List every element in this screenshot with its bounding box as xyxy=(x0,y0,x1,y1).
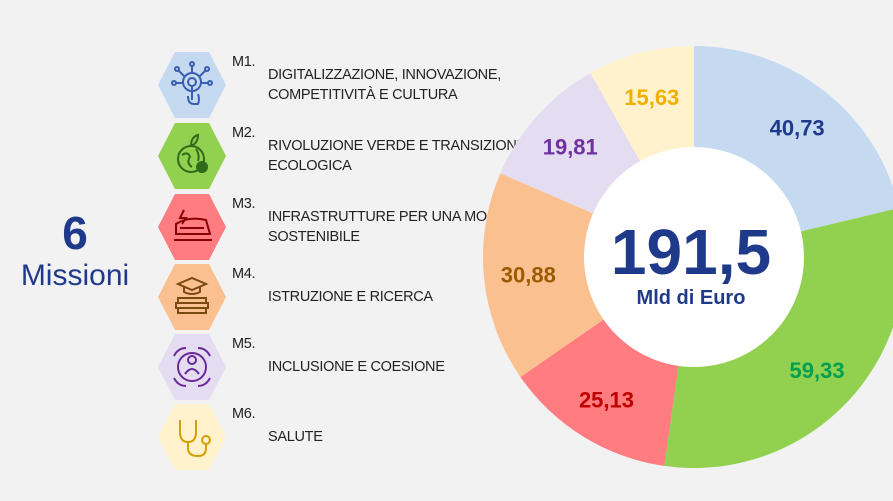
mission-label: ISTRUZIONE E RICERCA xyxy=(268,289,433,305)
slice-value-label: 59,33 xyxy=(790,358,845,383)
slice-value-label: 19,81 xyxy=(543,135,598,160)
mission-m5: M5. INCLUSIONE E COESIONE xyxy=(158,334,538,400)
slice-value-label: 30,88 xyxy=(501,262,556,287)
donut-slice-3 xyxy=(520,318,679,466)
donut-center xyxy=(584,147,804,367)
mission-label: SALUTE xyxy=(268,429,323,445)
mission-code: M6. xyxy=(232,406,256,422)
mission-m3: M3. INFRASTRUTTURE PER UNA MOBILITÀ SOST… xyxy=(158,194,538,260)
mission-code: M4. xyxy=(232,266,256,282)
mission-code: M1. xyxy=(232,54,256,70)
mission-label: DIGITALIZZAZIONE, INNOVAZIONE, COMPETITI… xyxy=(268,67,501,103)
mission-label: INFRASTRUTTURE PER UNA MOBILITÀ SOSTENIB… xyxy=(268,209,530,245)
mission-m4: M4. ISTRUZIONE E RICERCA xyxy=(158,264,538,330)
donut-slice-1 xyxy=(694,46,893,232)
center-total-value: 191,5 xyxy=(611,216,771,288)
donut-slice-6 xyxy=(590,46,694,163)
center-unit-label: Mld di Euro xyxy=(637,287,746,309)
mission-m1: M1. DIGITALIZZAZIONE, INNOVAZIONE, COMPE… xyxy=(158,52,538,118)
donut-slice-2 xyxy=(664,209,893,468)
missions-heading: 6 Missioni xyxy=(6,208,144,294)
mission-label: INCLUSIONE E COESIONE xyxy=(268,359,445,375)
mission-code: M3. xyxy=(232,196,256,212)
mission-code: M2. xyxy=(232,125,256,141)
mission-m6: M6. SALUTE xyxy=(158,404,538,470)
mission-label: RIVOLUZIONE VERDE E TRANSIZIONE ECOLOGIC… xyxy=(268,138,526,174)
missions-word: Missioni xyxy=(20,259,130,292)
donut-labels: 40,73 59,33 25,13 30,88 19,81 15,63 xyxy=(501,85,845,413)
slice-value-label: 40,73 xyxy=(770,115,825,140)
donut-slices xyxy=(482,46,893,468)
donut-slice-5 xyxy=(500,73,642,215)
donut-slice-4 xyxy=(482,173,606,378)
slice-value-label: 25,13 xyxy=(579,388,634,413)
mission-code: M5. xyxy=(232,336,256,352)
mission-m2: M2. RIVOLUZIONE VERDE E TRANSIZIONE ECOL… xyxy=(158,123,538,189)
missions-count: 6 xyxy=(62,207,88,259)
slice-value-label: 15,63 xyxy=(624,85,679,110)
